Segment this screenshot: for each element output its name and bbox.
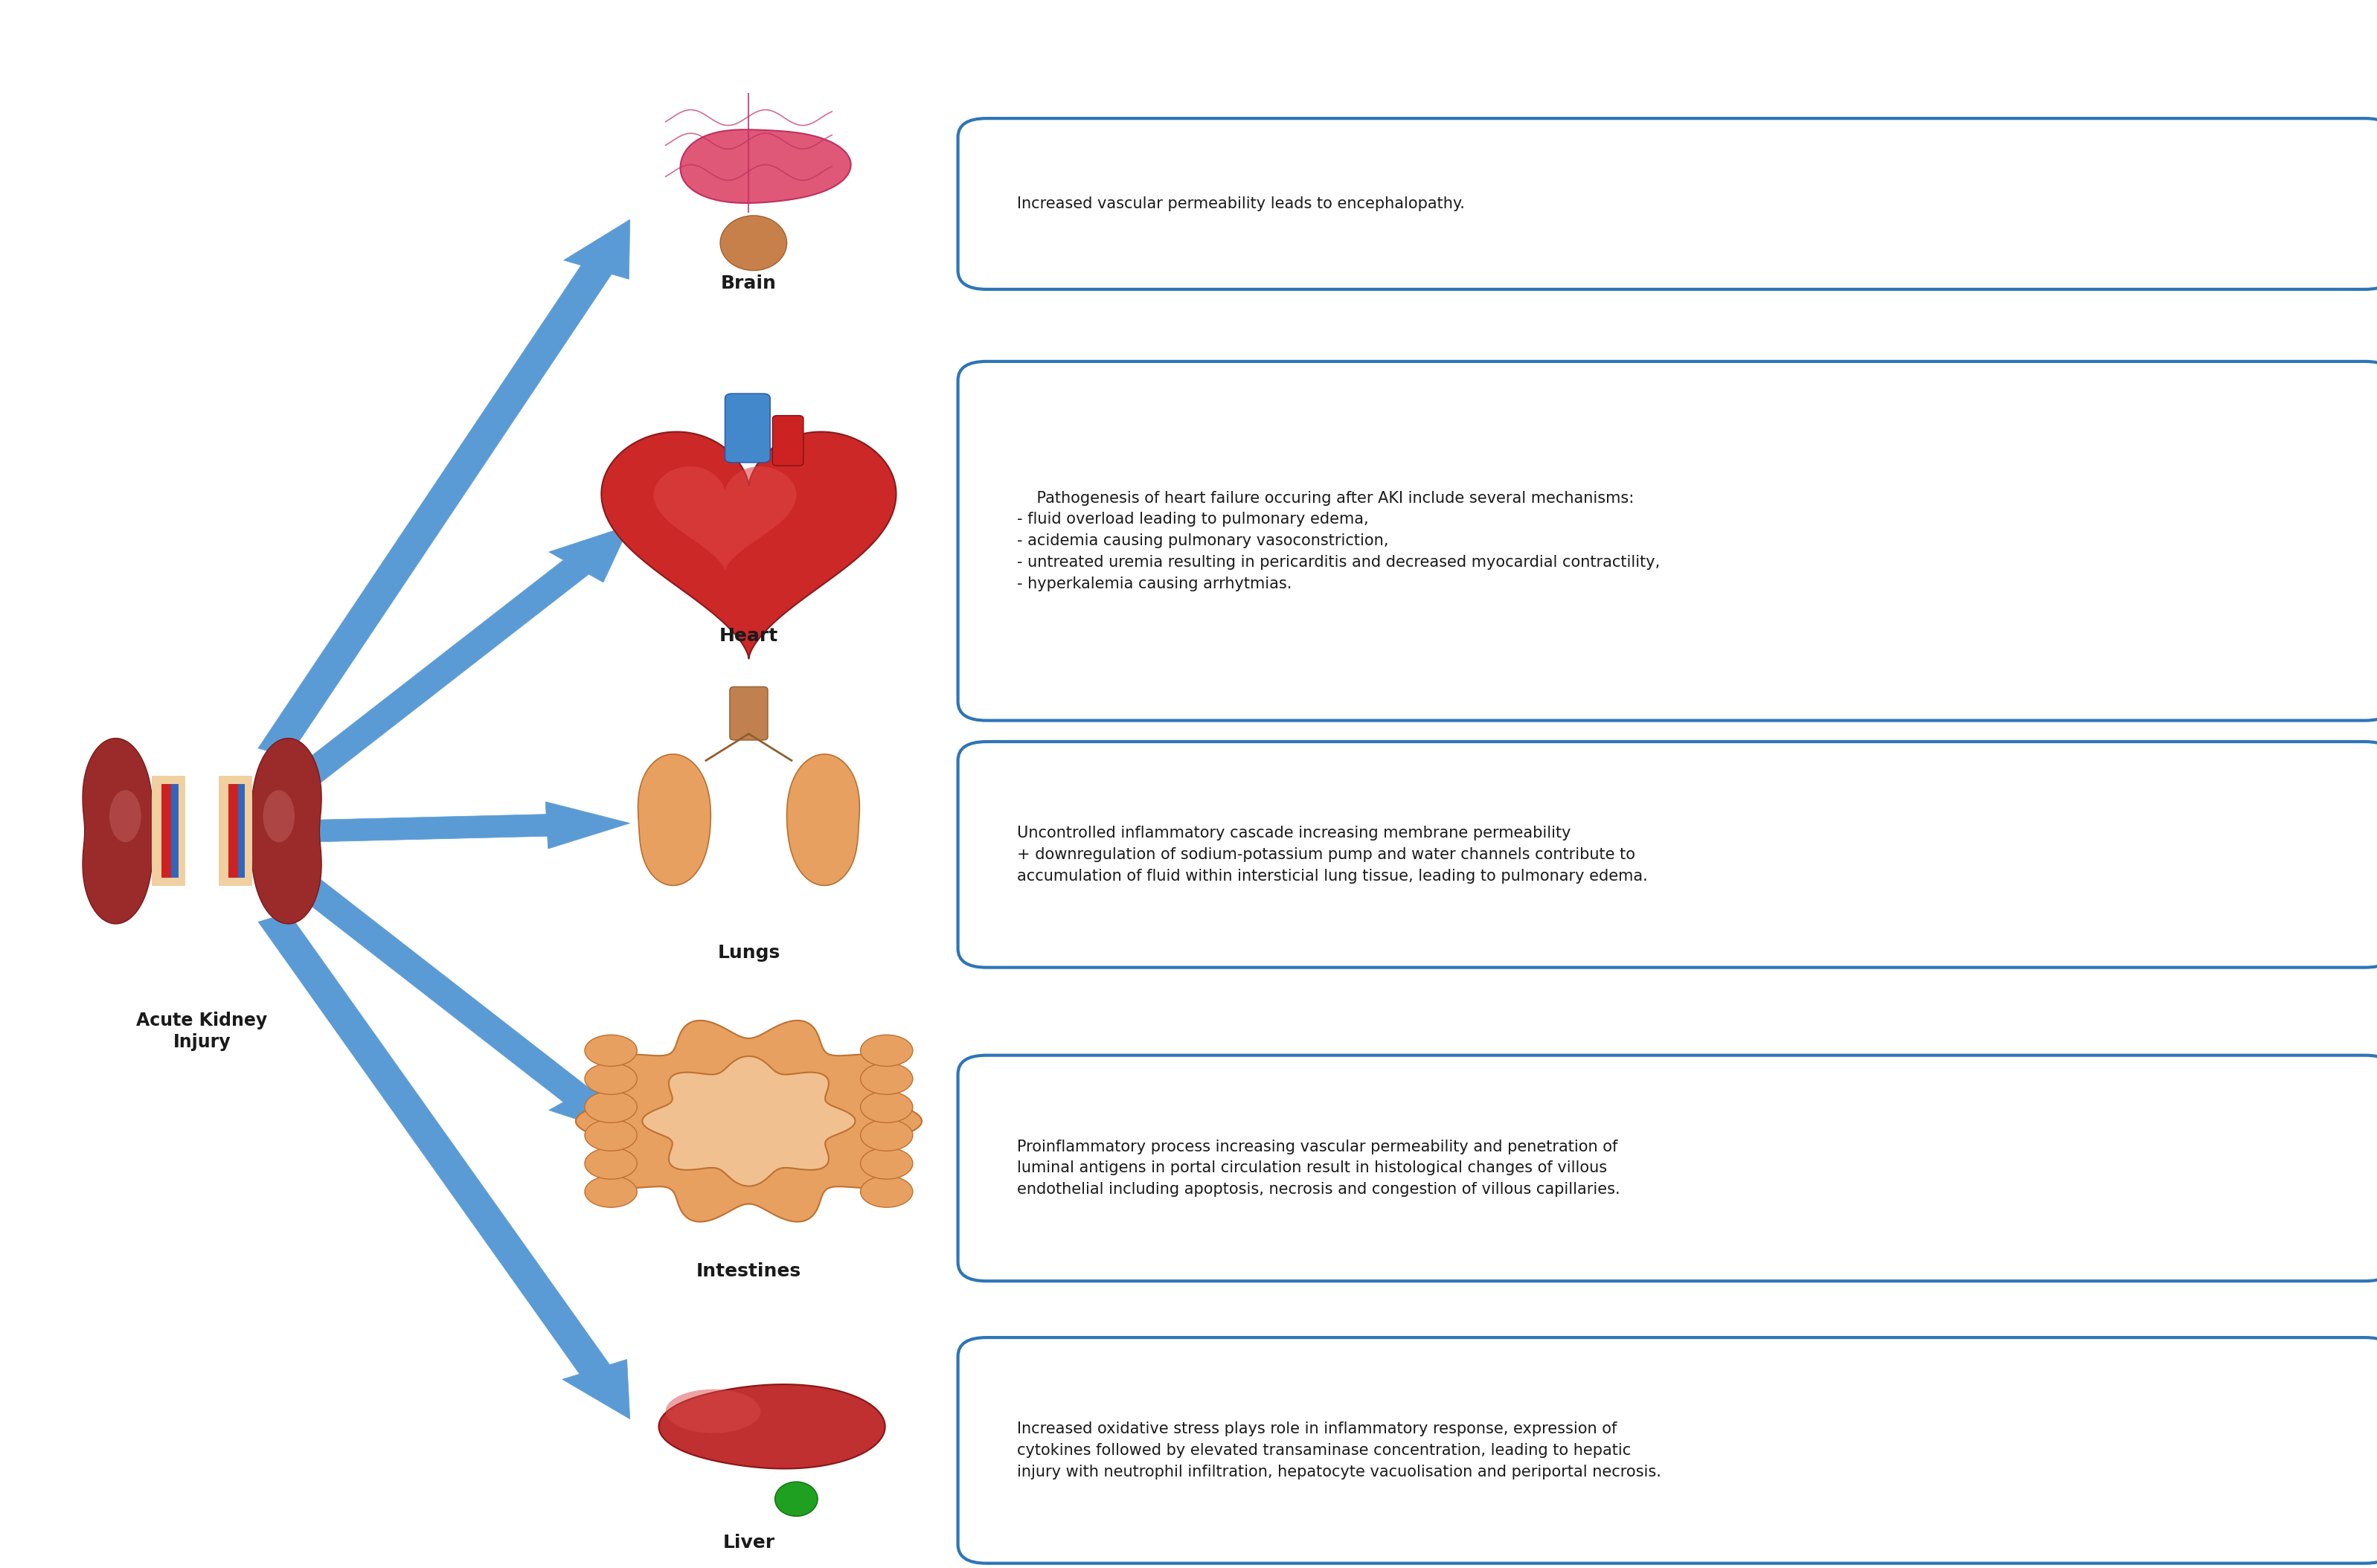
FancyBboxPatch shape xyxy=(958,362,2377,721)
Ellipse shape xyxy=(264,790,295,842)
Ellipse shape xyxy=(860,1148,913,1179)
Polygon shape xyxy=(601,431,896,659)
Text: Uncontrolled inflammatory cascade increasing membrane permeability
+ downregulat: Uncontrolled inflammatory cascade increa… xyxy=(1017,826,1647,883)
FancyBboxPatch shape xyxy=(773,416,803,466)
Bar xyxy=(228,784,242,878)
Ellipse shape xyxy=(860,1120,913,1151)
Polygon shape xyxy=(642,1057,856,1185)
Polygon shape xyxy=(654,466,796,571)
FancyBboxPatch shape xyxy=(958,742,2377,967)
Ellipse shape xyxy=(585,1120,637,1151)
Polygon shape xyxy=(637,754,711,886)
Polygon shape xyxy=(575,1021,922,1221)
Bar xyxy=(171,784,178,878)
Polygon shape xyxy=(285,870,630,1137)
Ellipse shape xyxy=(860,1176,913,1207)
Polygon shape xyxy=(680,130,851,202)
Text: Brain: Brain xyxy=(720,274,777,292)
Polygon shape xyxy=(285,525,630,792)
Polygon shape xyxy=(309,801,630,848)
Text: Intestines: Intestines xyxy=(696,1262,801,1279)
Text: Heart: Heart xyxy=(720,627,777,644)
Ellipse shape xyxy=(720,215,787,270)
Text: Pathogenesis of heart failure occuring after AKI include several mechanisms:
- f: Pathogenesis of heart failure occuring a… xyxy=(1017,491,1662,591)
Ellipse shape xyxy=(775,1482,818,1516)
Polygon shape xyxy=(658,1385,884,1469)
Polygon shape xyxy=(259,220,630,757)
Polygon shape xyxy=(787,754,860,886)
FancyBboxPatch shape xyxy=(725,394,770,463)
Bar xyxy=(238,784,245,878)
Bar xyxy=(219,776,252,886)
Text: Lungs: Lungs xyxy=(718,944,780,961)
FancyBboxPatch shape xyxy=(958,1338,2377,1563)
Text: Acute Kidney
Injury: Acute Kidney Injury xyxy=(135,1011,269,1051)
Bar xyxy=(152,776,185,886)
Ellipse shape xyxy=(585,1063,637,1094)
Text: Liver: Liver xyxy=(723,1534,775,1551)
Ellipse shape xyxy=(109,790,140,842)
Ellipse shape xyxy=(585,1148,637,1179)
FancyBboxPatch shape xyxy=(958,119,2377,289)
Text: Increased oxidative stress plays role in inflammatory response, expression of
cy: Increased oxidative stress plays role in… xyxy=(1017,1422,1662,1479)
Ellipse shape xyxy=(860,1063,913,1094)
FancyBboxPatch shape xyxy=(730,687,768,740)
Ellipse shape xyxy=(585,1176,637,1207)
Ellipse shape xyxy=(860,1035,913,1066)
Ellipse shape xyxy=(860,1091,913,1123)
Polygon shape xyxy=(83,739,152,924)
Ellipse shape xyxy=(585,1091,637,1123)
Bar xyxy=(162,784,176,878)
Ellipse shape xyxy=(585,1035,637,1066)
Polygon shape xyxy=(252,739,321,924)
Text: Proinflammatory process increasing vascular permeability and penetration of
lumi: Proinflammatory process increasing vascu… xyxy=(1017,1140,1621,1196)
Polygon shape xyxy=(259,913,630,1419)
Text: Increased vascular permeability leads to encephalopathy.: Increased vascular permeability leads to… xyxy=(1017,196,1464,212)
Ellipse shape xyxy=(666,1389,761,1433)
FancyBboxPatch shape xyxy=(958,1055,2377,1281)
